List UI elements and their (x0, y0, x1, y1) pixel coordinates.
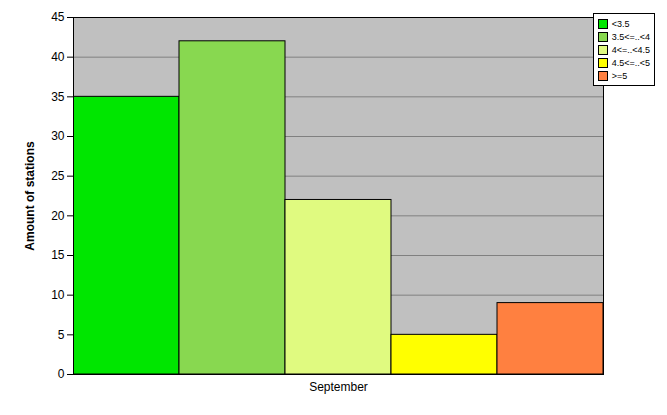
svg-text:5: 5 (58, 328, 65, 342)
svg-text:September: September (309, 380, 368, 394)
html-text:<3.5: <3.5 (611, 18, 630, 29)
svg-text:0: 0 (58, 367, 65, 381)
html-text:4.5<=..<5: 4.5<=..<5 (611, 57, 650, 68)
html-text:>=5: >=5 (611, 70, 628, 81)
svg-text:30: 30 (51, 129, 65, 143)
svg-text:25: 25 (51, 169, 65, 183)
svg-text:35: 35 (51, 90, 65, 104)
html-text:3.5<=..<4: 3.5<=..<4 (611, 31, 650, 42)
svg-text:45: 45 (51, 10, 65, 24)
svg-text:10: 10 (51, 288, 65, 302)
svg-text:40: 40 (51, 50, 65, 64)
svg-text:Amount of stations: Amount of stations (23, 141, 37, 251)
svg-text:20: 20 (51, 209, 65, 223)
html-text:4<=..<4.5: 4<=..<4.5 (611, 44, 650, 55)
svg-text:15: 15 (51, 248, 65, 262)
